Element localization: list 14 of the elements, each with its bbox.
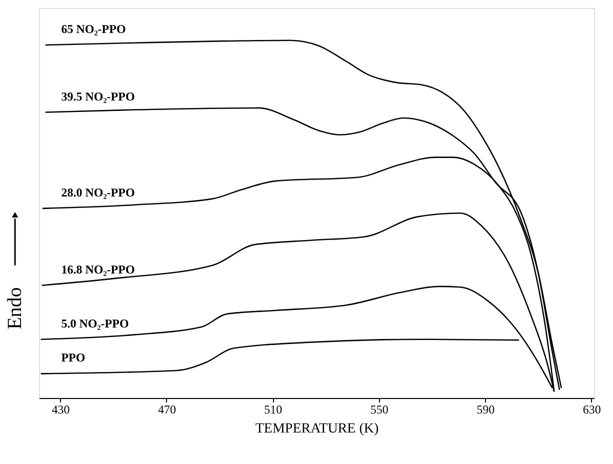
x-tick-label: 470 <box>158 402 176 416</box>
series-label: 28.0 NO₂-PPO <box>61 185 135 200</box>
x-tick-label: 510 <box>264 402 282 416</box>
x-tick-label: 630 <box>582 402 601 416</box>
series-label: 16.8 NO₂-PPO <box>61 262 135 276</box>
x-tick-label: 590 <box>476 402 495 416</box>
series-label: 65 NO₂-PPO <box>61 22 126 36</box>
series-label: PPO <box>61 350 86 365</box>
series-label: 39.5 NO₂-PPO <box>61 89 135 104</box>
x-tick-label: 430 <box>52 402 70 416</box>
x-axis-title: TEMPERATURE (K) <box>255 422 379 436</box>
x-tick-label: 550 <box>370 402 388 416</box>
series-label: 5.0 NO₂-PPO <box>61 316 129 330</box>
y-axis-title: Endo <box>4 287 26 330</box>
